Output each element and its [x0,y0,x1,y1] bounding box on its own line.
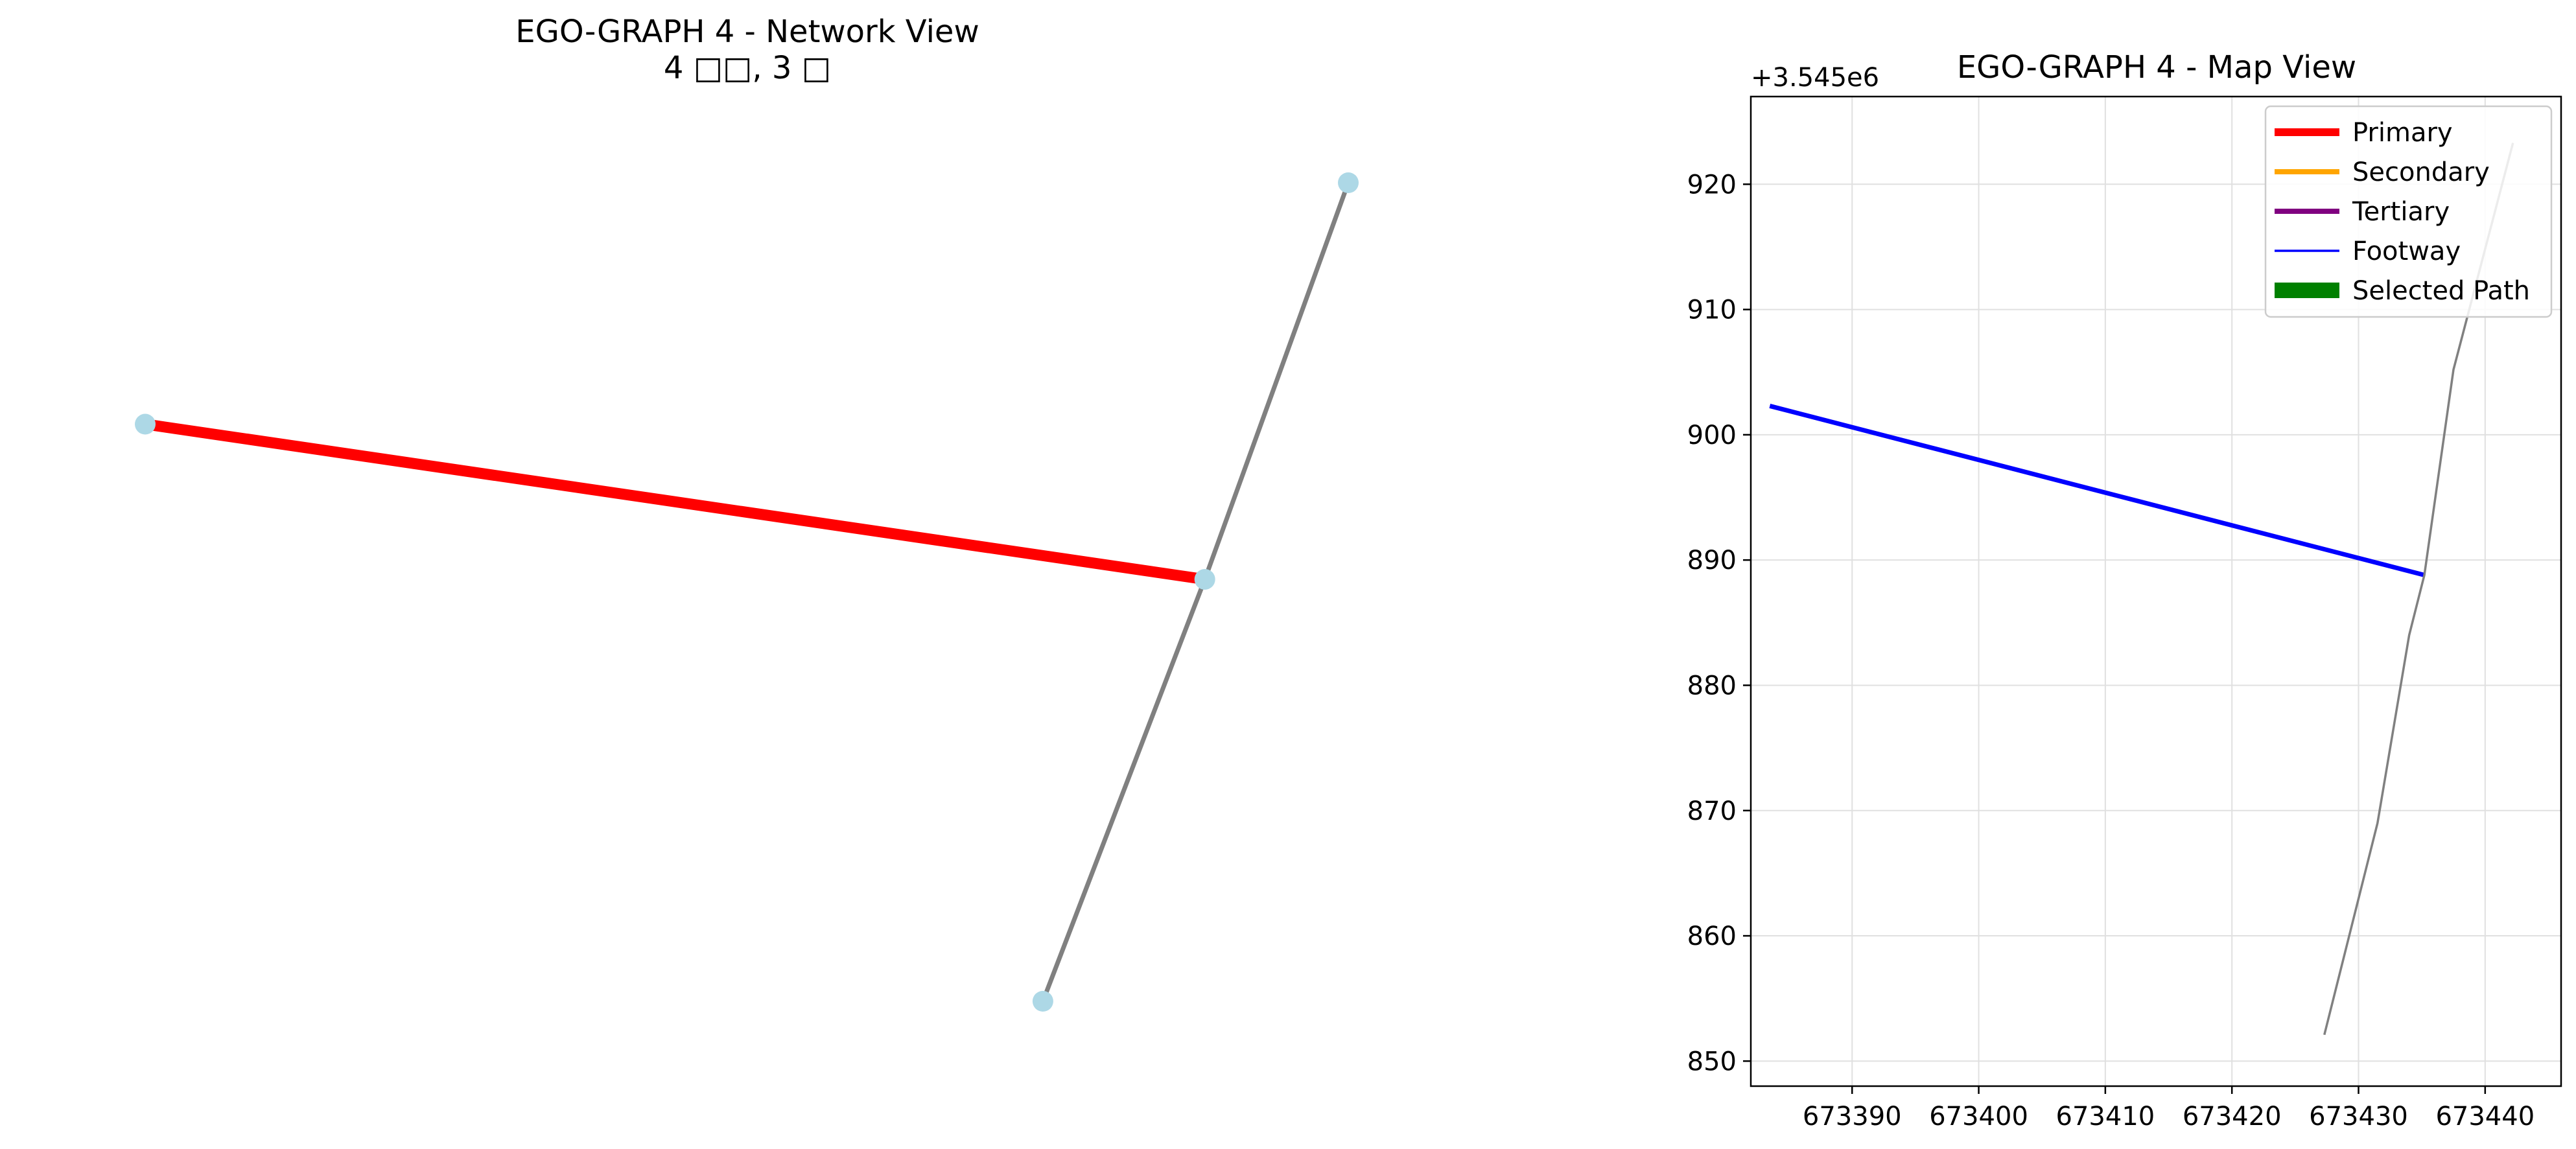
y-tick-label-4: 890 [1687,546,1737,575]
legend-label-2: Tertiary [2352,197,2450,227]
network-edge-2 [1040,578,1207,1003]
network-node-0 [135,413,156,435]
network-edge-0 [144,419,1206,585]
x-tick-label-5: 673440 [2435,1102,2535,1132]
legend-label-0: Primary [2352,118,2453,148]
x-tick-label-3: 673420 [2183,1102,2282,1132]
network-view-panel: EGO-GRAPH 4 - Network View 4 □□, 3 □ [135,14,1359,1012]
network-edges [144,181,1351,1003]
legend: Primary Secondary Tertiary Footway Selected … [2264,105,2553,318]
y-axis-offset-label: +3.545e6 [1751,63,1879,93]
legend-label-4: Selected Path [2352,276,2530,306]
legend-label-1: Secondary [2352,157,2490,187]
x-tick-label-2: 673410 [2056,1102,2155,1132]
map-series-line-0 [1769,404,2425,577]
map-view-title: EGO-GRAPH 4 - Map View [1957,49,2356,86]
y-tick-label-6: 910 [1687,296,1737,325]
map-view-panel: EGO-GRAPH 4 - Map View +3.545e6 673390 67… [1687,49,2562,1132]
y-axis: 850 860 870 880 890 900 910 920 [1687,170,1751,1076]
x-axis: 673390 673400 673410 673420 673430 673440 [1803,1086,2535,1132]
y-tick-label-7: 920 [1687,170,1737,200]
map-series [1769,143,2514,1036]
plot-area-frame [1750,95,2562,1087]
network-view-title: EGO-GRAPH 4 - Network View [515,14,979,50]
map-series-line-1 [2323,143,2514,1036]
network-edge-1 [1202,181,1351,581]
y-tick-label-0: 850 [1687,1047,1737,1076]
y-tick-label-2: 870 [1687,796,1737,826]
y-tick-label-3: 880 [1687,671,1737,701]
y-tick-label-1: 860 [1687,922,1737,951]
legend-label-3: Footway [2352,237,2461,266]
x-tick-label-4: 673430 [2309,1102,2408,1132]
network-node-3 [1032,991,1053,1012]
y-tick-label-5: 900 [1687,421,1737,450]
legend-box [2264,105,2553,318]
x-tick-label-1: 673400 [1929,1102,2028,1132]
x-tick-label-0: 673390 [1803,1102,1902,1132]
network-view-subtitle: 4 □□, 3 □ [664,50,831,86]
network-nodes [135,172,1359,1012]
network-node-2 [1338,172,1359,193]
network-node-1 [1194,568,1215,590]
